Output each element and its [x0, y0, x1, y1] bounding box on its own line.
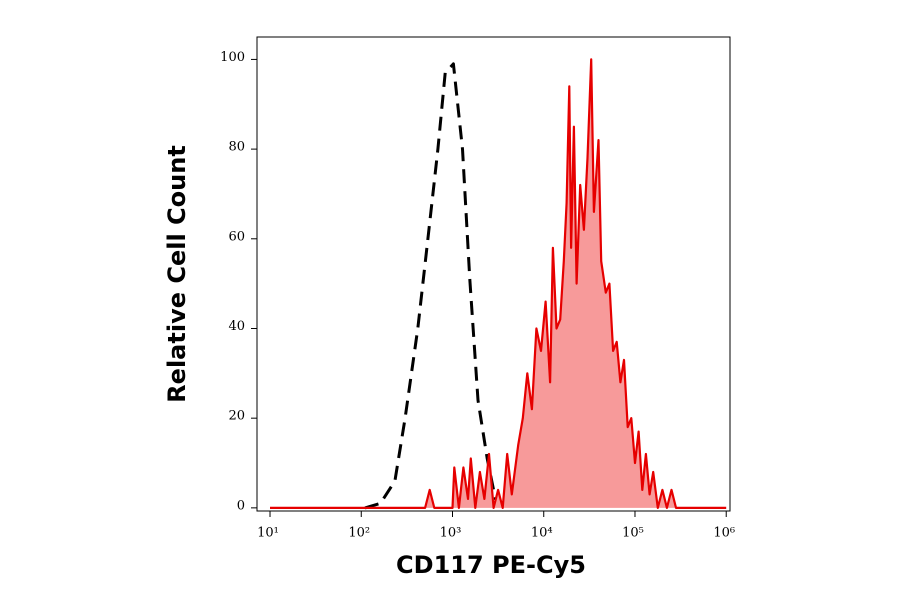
y-tick-label: 20 — [228, 409, 245, 424]
y-tick-label: 60 — [228, 229, 245, 244]
x-tick-label: 10³ — [440, 526, 462, 541]
line — [270, 58, 727, 509]
area — [270, 59, 727, 508]
y-tick-label: 80 — [228, 140, 245, 155]
y-tick-label: 0 — [237, 498, 245, 513]
y-tick-label: 40 — [228, 319, 245, 334]
x-axis-label: CD117 PE-Cy5 — [396, 551, 586, 579]
y-tick-label: 100 — [220, 50, 245, 65]
y-axis-label: Relative Cell Count — [163, 145, 191, 403]
x-tick-label: 10⁵ — [622, 526, 644, 541]
x-tick-label: 10⁴ — [531, 526, 553, 541]
x-tick-label: 10² — [348, 526, 370, 541]
x-tick-label: 10⁶ — [713, 526, 735, 541]
plot-frame — [256, 36, 731, 512]
line — [364, 62, 511, 510]
x-tick-label: 10¹ — [257, 526, 279, 541]
